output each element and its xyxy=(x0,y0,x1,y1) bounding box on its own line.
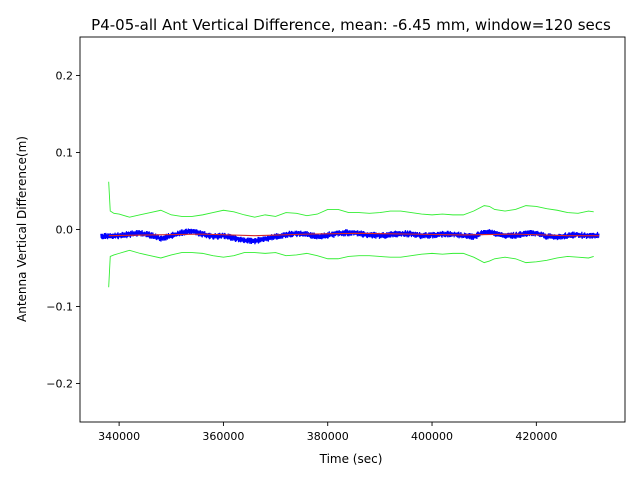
series-raw-line xyxy=(100,228,600,245)
series-upper-envelope-line xyxy=(108,181,594,218)
y-axis-label: Antenna Vertical Difference(m) xyxy=(15,136,29,322)
x-tick-label: 420000 xyxy=(515,430,557,443)
y-tick-label: −0.1 xyxy=(46,301,73,314)
x-tick-label: 340000 xyxy=(98,430,140,443)
y-tick-label: 0.1 xyxy=(56,147,74,160)
x-axis-label: Time (sec) xyxy=(319,452,383,466)
y-tick-label: 0.2 xyxy=(56,70,74,83)
y-tick-label: 0.0 xyxy=(56,224,74,237)
y-tick-label: −0.2 xyxy=(46,378,73,391)
x-tick-label: 380000 xyxy=(307,430,349,443)
plot-area xyxy=(100,181,600,288)
x-tick-label: 400000 xyxy=(411,430,453,443)
series-lower-envelope-line xyxy=(108,249,594,288)
chart-title: P4-05-all Ant Vertical Difference, mean:… xyxy=(91,16,611,34)
x-tick-label: 360000 xyxy=(202,430,244,443)
axes: 340000 360000 380000 400000 420000 0.2 0.1 0.0 −… xyxy=(46,36,626,443)
series-mean-line xyxy=(108,232,599,237)
